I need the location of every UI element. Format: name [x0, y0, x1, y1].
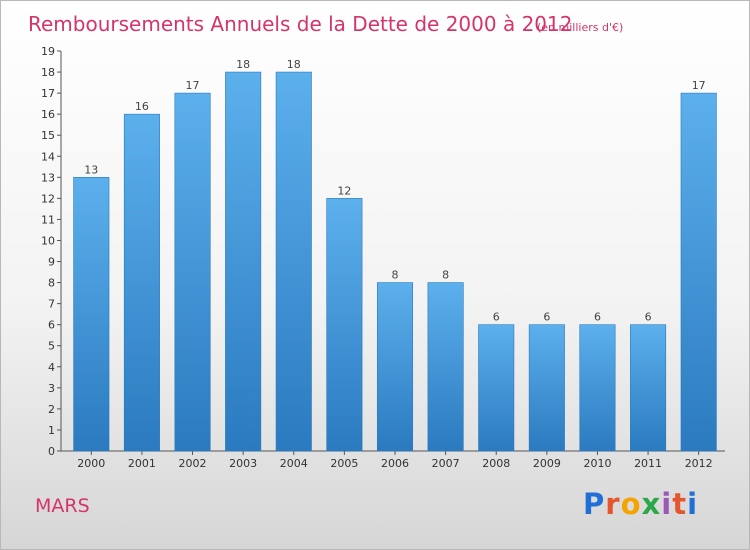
bar-2005 — [326, 198, 363, 452]
bar-2010 — [579, 324, 616, 452]
chart-subtitle: (en milliers d'€) — [537, 21, 623, 34]
y-tick-label: 10 — [41, 234, 55, 247]
data-label: 6 — [645, 311, 652, 324]
data-label: 16 — [135, 100, 149, 113]
y-tick-label: 11 — [41, 213, 55, 226]
x-tick-label: 2011 — [634, 457, 662, 470]
x-tick-label: 2009 — [533, 457, 561, 470]
bar-2006 — [376, 282, 414, 452]
proxiti-logo: Proxiti — [583, 487, 699, 521]
data-label: 8 — [392, 269, 399, 282]
data-label: 13 — [84, 163, 98, 176]
x-tick-label: 2004 — [280, 457, 308, 470]
data-label: 6 — [493, 311, 500, 324]
x-tick-label: 2008 — [482, 457, 510, 470]
x-tick-label: 2005 — [330, 457, 358, 470]
bar-2004 — [275, 71, 312, 452]
data-label: 12 — [337, 184, 351, 197]
y-tick-label: 6 — [48, 319, 55, 332]
y-tick-label: 9 — [48, 256, 55, 269]
bar-2007 — [427, 282, 464, 452]
x-tick-label: 2007 — [432, 457, 460, 470]
bar-2000 — [73, 177, 110, 452]
bar-2008 — [478, 324, 515, 452]
y-tick-label: 17 — [41, 87, 55, 100]
x-tick-label: 2006 — [381, 457, 409, 470]
y-tick-label: 7 — [48, 298, 55, 311]
commune-name: MARS — [35, 495, 90, 517]
bar-2001 — [123, 113, 160, 452]
data-label: 18 — [287, 58, 301, 71]
y-tick-label: 19 — [41, 45, 55, 58]
y-tick-label: 13 — [41, 171, 55, 184]
bar-2011 — [630, 324, 667, 452]
y-tick-label: 2 — [48, 403, 55, 416]
data-label: 18 — [236, 58, 250, 71]
x-tick-label: 2001 — [128, 457, 156, 470]
data-label: 6 — [594, 311, 601, 324]
data-label: 6 — [543, 311, 550, 324]
y-tick-label: 0 — [48, 445, 55, 458]
chart-title: Remboursements Annuels de la Dette de 20… — [28, 12, 572, 36]
y-tick-label: 8 — [48, 277, 55, 290]
y-tick-label: 3 — [48, 382, 55, 395]
bar-2003 — [225, 71, 262, 452]
x-tick-label: 2010 — [583, 457, 611, 470]
y-tick-label: 12 — [41, 192, 55, 205]
y-tick-label: 5 — [48, 340, 55, 353]
data-label: 17 — [186, 79, 200, 92]
data-label: 8 — [442, 269, 449, 282]
y-tick-label: 18 — [41, 66, 55, 79]
bar-2009 — [528, 324, 565, 452]
data-label: 17 — [692, 79, 706, 92]
bar-2012 — [680, 92, 717, 452]
x-tick-label: 2012 — [685, 457, 713, 470]
y-tick-label: 1 — [48, 424, 55, 437]
y-tick-label: 15 — [41, 129, 55, 142]
x-tick-label: 2000 — [77, 457, 105, 470]
x-tick-label: 2003 — [229, 457, 257, 470]
y-tick-label: 14 — [41, 150, 55, 163]
y-tick-label: 4 — [48, 361, 55, 374]
bar-2002 — [174, 92, 211, 452]
y-tick-label: 16 — [41, 108, 55, 121]
x-tick-label: 2002 — [179, 457, 207, 470]
